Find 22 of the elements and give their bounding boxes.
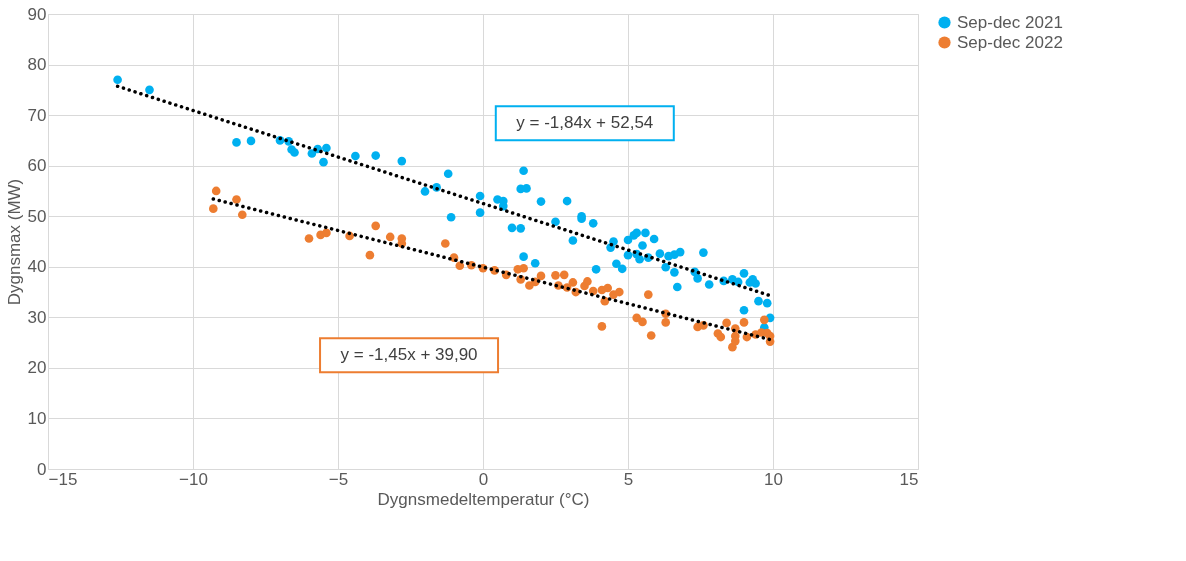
x-tick-label: 0 <box>478 469 489 489</box>
x-tick-label: 15 <box>899 469 919 489</box>
y-tick-label: 10 <box>27 408 47 428</box>
y-tick-label: 50 <box>27 206 47 226</box>
legend-label: Sep-dec 2021 <box>957 12 1063 32</box>
x-tick-label: 5 <box>623 469 634 489</box>
x-tick-label: 10 <box>764 469 783 489</box>
y-tick-label: 30 <box>27 307 47 327</box>
x-tick-label: −15 <box>48 469 78 489</box>
annotation: y = -1,84x + 52,54 <box>516 113 654 133</box>
x-axis-title: Dygnsmedeltemperatur (°C) <box>377 489 590 509</box>
annotation: y = -1,45x + 39,90 <box>340 345 478 365</box>
y-tick-label: 40 <box>27 257 47 277</box>
x-tick-label: −10 <box>179 469 208 489</box>
y-tick-label: 20 <box>27 358 47 378</box>
y-axis-title: Dygnsmax (MW) <box>4 178 24 306</box>
legend-label: Sep-dec 2022 <box>957 32 1063 52</box>
y-tick-label: 60 <box>27 156 47 176</box>
x-tick-label: −5 <box>328 469 349 489</box>
y-tick-label: 90 <box>27 4 47 24</box>
y-tick-label: 80 <box>27 55 47 75</box>
y-tick-label: 70 <box>27 105 47 125</box>
